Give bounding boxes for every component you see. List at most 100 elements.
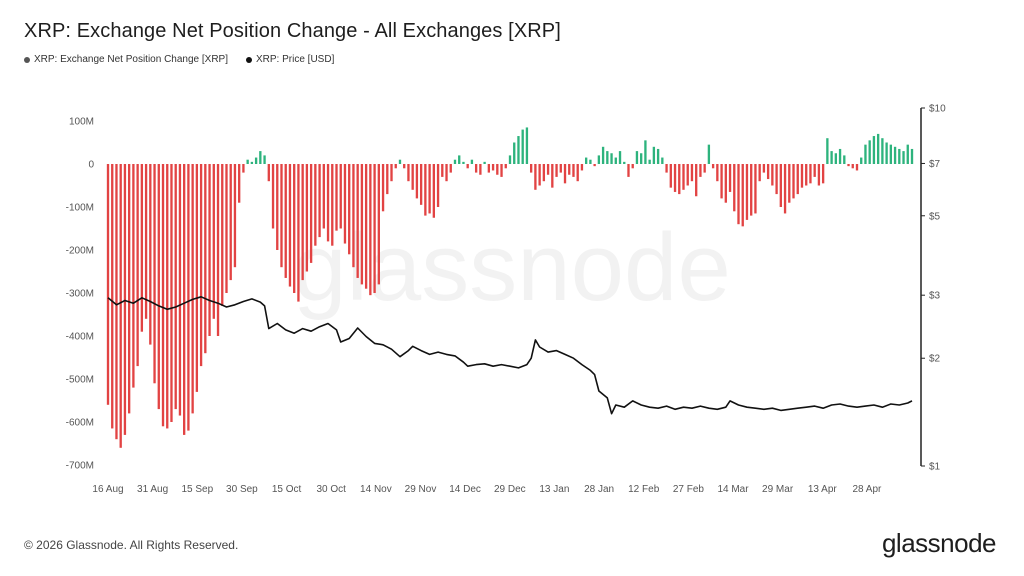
net-position-bar [898,148,901,164]
net-position-bar [508,155,512,164]
net-position-bar [800,164,804,188]
net-position-bar [373,164,376,293]
y-left-tick-label: -600M [66,418,94,429]
net-position-bar [893,146,897,164]
legend-label-price: XRP: Price [USD] [256,54,335,65]
net-position-bar [635,151,639,164]
net-position-bar [318,164,321,238]
net-position-bar [707,144,711,164]
net-position-bar [267,164,270,182]
net-position-bar [191,164,194,414]
y-right-tick-label: $1 [929,462,941,473]
net-position-bar [127,164,131,414]
net-position-bar [415,164,419,199]
net-position-bar [572,164,575,177]
net-position-bar [449,164,452,173]
net-position-bar [254,157,258,164]
x-tick-label: 14 Dec [449,484,481,495]
y-right-tick-label: $5 [929,211,941,222]
y-left-tick-label: -200M [66,246,94,257]
net-position-bar [652,146,656,164]
net-position-bar [166,164,169,429]
legend-item-price[interactable]: XRP: Price [USD] [246,54,334,65]
x-tick-label: 15 Oct [272,484,302,495]
price-line [107,296,913,415]
net-position-bar [906,144,909,164]
net-position-bar [132,164,135,388]
legend-dot-net-position [24,56,30,63]
net-position-bar [335,164,338,231]
net-position-bar [161,164,165,427]
brand-logo[interactable]: glassnode [881,528,997,558]
net-position-bar [851,164,854,169]
net-position-bar [259,151,262,164]
net-position-bar [563,164,567,184]
net-position-bar [225,164,228,293]
x-tick-label: 13 Jan [539,484,569,495]
net-position-bar [627,164,630,177]
y-left-tick-label: -700M [66,461,94,472]
x-tick-label: 13 Apr [808,484,838,495]
net-position-bar [542,164,546,182]
x-tick-label: 28 Jan [584,484,614,495]
net-position-bar [284,164,287,278]
net-position-bar [720,164,723,199]
net-position-bar [644,140,647,164]
legend-dot-price [246,56,252,63]
net-position-bar [149,164,152,345]
net-position-bar [902,151,905,164]
net-position-bar [276,164,279,250]
net-position-bar [242,164,245,173]
net-position-bar [386,164,389,195]
net-position-bar [411,164,414,190]
net-position-bar [157,164,160,410]
net-position-bar [733,164,736,212]
net-position-bar [199,164,203,367]
net-position-bar [792,164,795,199]
net-position-bar [631,164,634,169]
net-position-bar [491,164,495,171]
net-position-bar [843,155,846,164]
net-position-bar [246,159,249,164]
net-position-bar [360,164,364,285]
net-position-bar [331,164,334,246]
net-position-bar [403,164,406,169]
net-position-bar [758,164,761,182]
y-right-tick-label: $2 [929,354,941,365]
net-position-bar [322,164,325,229]
net-position-bar [466,164,469,169]
chart-title: XRP: Exchange Net Position Change - All … [24,20,561,42]
net-position-bar [195,164,199,392]
net-position-bar [847,164,850,167]
net-position-bar [817,164,821,186]
net-position-bar [538,164,541,186]
net-position-bar [216,164,220,336]
net-position-bar [614,157,617,164]
y-right-tick-label: $7 [929,159,941,170]
net-position-bar [876,133,880,164]
net-position-bar [860,157,863,164]
legend-item-net-position[interactable]: XRP: Exchange Net Position Change [XRP] [24,54,228,65]
net-position-bar [174,164,177,410]
y-left-tick-label: -400M [66,332,94,343]
net-position-bar [521,129,524,164]
net-position-bar [504,164,507,169]
net-position-bar [394,164,397,169]
x-tick-label: 16 Aug [92,484,123,495]
net-position-bar [326,164,330,242]
net-position-bar [432,164,435,218]
net-position-bar [419,164,423,205]
legend: XRP: Exchange Net Position Change [XRP] … [24,54,334,65]
net-position-bar [610,153,613,164]
net-position-bar [407,164,410,182]
net-position-bar [293,164,296,293]
net-position-bar [834,153,837,164]
net-position-bar [796,164,799,195]
net-position-bar [618,151,622,164]
net-position-bar [673,164,677,192]
net-position-bar [821,164,825,184]
net-position-bar [678,164,681,195]
net-position-bar [656,148,660,164]
net-position-bar [474,164,478,173]
